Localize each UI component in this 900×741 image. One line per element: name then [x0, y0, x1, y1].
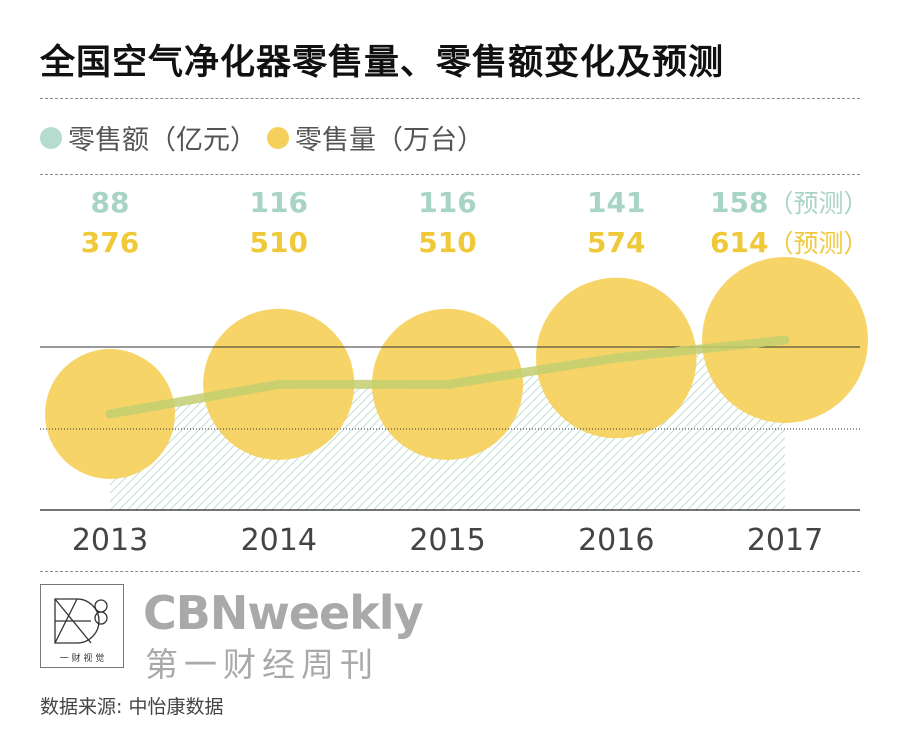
sales-volume-label-2015: 510: [418, 226, 476, 259]
legend-label-sales-volume: 零售量（万台）: [295, 125, 484, 156]
sales-dollar-label-2015: 116: [418, 186, 476, 219]
sales-dollar-label-2017: 158（预测）: [710, 186, 868, 219]
sales-volume-label-2013: 376: [81, 226, 139, 259]
legend-item-sales-volume: 零售量（万台）: [267, 118, 484, 157]
title-divider: [40, 98, 860, 99]
source-note: 数据来源: 中怡康数据: [40, 696, 224, 718]
sales-dollar-line: [105, 335, 790, 419]
legend-divider: [40, 174, 860, 175]
sales-dollar-label-2014: 116: [250, 186, 308, 219]
x-tick-label-2013: 2013: [72, 523, 148, 558]
chart-title: 全国空气净化器零售量、零售额变化及预测: [40, 43, 725, 83]
brand-name-cn: 第一财经周刊: [145, 645, 379, 684]
sales-volume-label-2016: 574: [587, 226, 645, 259]
brand-logo-caption: 一 财 视 觉: [59, 654, 105, 664]
sales-volume-label-2014: 510: [250, 226, 308, 259]
bubble-line-chart: 88 376 2013 116 510 2014 116 510 2015 141 574 2016 1…: [40, 186, 868, 558]
sales-volume-label-2017: 614（预测）: [710, 226, 868, 259]
x-tick-label-2016: 2016: [578, 523, 654, 558]
legend-dot-sales-dollar: [40, 126, 62, 149]
sales-dollar-label-2013: 88: [91, 186, 130, 219]
legend-dot-sales-volume: [267, 126, 289, 149]
brand-logo: 一 财 视 觉: [40, 584, 124, 668]
x-tick-label-2017: 2017: [747, 523, 823, 558]
brand-name-en: CBNweekly: [143, 586, 424, 640]
legend-item-sales-dollar: 零售额（亿元）: [40, 118, 257, 157]
legend-label-sales-dollar: 零售额（亿元）: [68, 125, 257, 156]
brand-logo-icon: [54, 598, 108, 644]
sales-dollar-label-2016: 141: [587, 186, 645, 219]
legend: 零售额（亿元） 零售量（万台）: [40, 118, 494, 157]
x-tick-label-2015: 2015: [409, 523, 485, 558]
x-tick-label-2014: 2014: [241, 523, 317, 558]
footer-divider: [40, 571, 860, 572]
